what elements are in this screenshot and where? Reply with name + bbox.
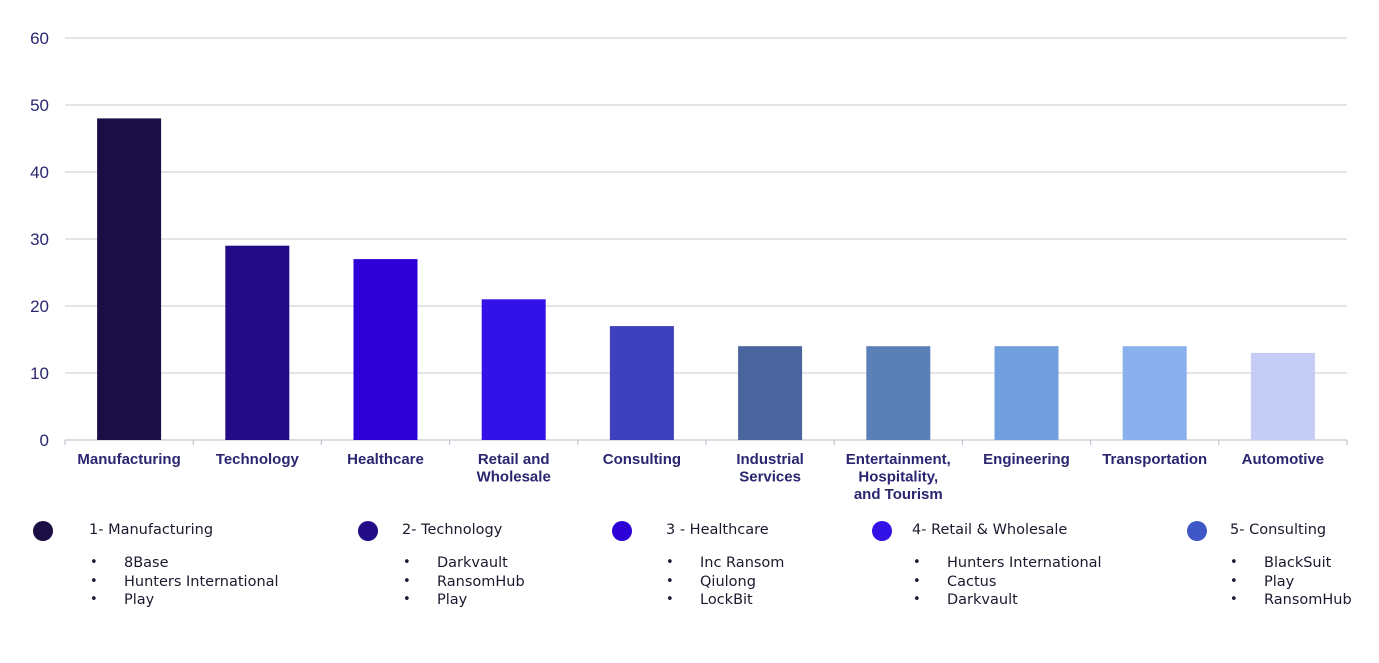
x-tick-label: Automotive bbox=[1242, 451, 1325, 468]
legend-group-2: 2- Technology Darkvault RansomHub Play bbox=[358, 518, 525, 609]
legend: 1- Manufacturing 8Base Hunters Internati… bbox=[0, 518, 1379, 638]
bar bbox=[609, 326, 674, 440]
bar bbox=[225, 245, 290, 440]
bar bbox=[866, 346, 931, 440]
bar-chart: 0 10 20 30 40 50 60 Manufacturing Technology Heal… bbox=[30, 29, 1348, 503]
legend-title: 3 - Healthcare bbox=[666, 522, 769, 538]
legend-title: 4- Retail & Wholesale bbox=[912, 522, 1068, 538]
legend-title: 2- Technology bbox=[402, 522, 503, 538]
legend-title: 1- Manufacturing bbox=[89, 522, 214, 538]
x-tick-label: Retail and Wholesale bbox=[477, 451, 551, 486]
legend-list: 8Base Hunters International Play bbox=[90, 554, 279, 610]
bar bbox=[1250, 352, 1315, 440]
y-tick-label: 40 bbox=[30, 163, 49, 182]
legend-item: RansomHub bbox=[403, 573, 525, 592]
y-tick-label: 50 bbox=[30, 96, 49, 115]
legend-list: Inc Ransom Qiulong LockBit bbox=[666, 554, 784, 610]
legend-item: Darkvault bbox=[913, 591, 1102, 610]
legend-item: Play bbox=[90, 591, 279, 610]
legend-dot-icon bbox=[872, 521, 892, 541]
x-tick-label: Healthcare bbox=[347, 451, 424, 468]
bar bbox=[481, 299, 546, 440]
legend-item: Hunters International bbox=[90, 573, 279, 592]
bar bbox=[353, 259, 418, 440]
legend-item: Play bbox=[403, 591, 525, 610]
legend-item: RansomHub bbox=[1230, 591, 1352, 610]
legend-title: 5- Consulting bbox=[1230, 522, 1327, 538]
bar bbox=[1122, 346, 1187, 440]
legend-item: 8Base bbox=[90, 554, 279, 573]
legend-item: BlackSuit bbox=[1230, 554, 1352, 573]
legend-item: Cactus bbox=[913, 573, 1102, 592]
legend-item: Qiulong bbox=[666, 573, 784, 592]
legend-list: Darkvault RansomHub Play bbox=[403, 554, 525, 610]
x-tick-label: Consulting bbox=[603, 451, 681, 468]
legend-item: Play bbox=[1230, 573, 1352, 592]
legend-item: Darkvault bbox=[403, 554, 525, 573]
legend-group-1: 1- Manufacturing 8Base Hunters Internati… bbox=[33, 518, 279, 609]
legend-group-5: 5- Consulting BlackSuit Play RansomHub bbox=[1187, 518, 1352, 609]
legend-item: Hunters International bbox=[913, 554, 1102, 573]
legend-dot-icon bbox=[612, 521, 632, 541]
y-tick-label: 10 bbox=[30, 364, 49, 383]
legend-dot-icon bbox=[1187, 521, 1207, 541]
y-tick-label: 30 bbox=[30, 230, 49, 249]
legend-list: Hunters International Cactus Darkvault bbox=[913, 554, 1102, 610]
y-tick-label: 20 bbox=[30, 297, 49, 316]
bar bbox=[738, 346, 803, 440]
x-tick-label: Transportation bbox=[1102, 451, 1207, 468]
x-tick-label: Engineering bbox=[983, 451, 1070, 468]
legend-list: BlackSuit Play RansomHub bbox=[1230, 554, 1352, 610]
x-tick-label: Manufacturing bbox=[77, 451, 180, 468]
x-tick-label: Entertainment, Hospitality, and Tourism bbox=[846, 451, 951, 503]
bar bbox=[994, 346, 1059, 440]
y-tick-label: 60 bbox=[30, 29, 49, 48]
bar bbox=[97, 118, 162, 441]
x-tick-label: Industrial Services bbox=[736, 451, 804, 486]
legend-dot-icon bbox=[358, 521, 378, 541]
legend-group-4: 4- Retail & Wholesale Hunters Internatio… bbox=[872, 518, 1102, 609]
legend-dot-icon bbox=[33, 521, 53, 541]
x-tick-label: Technology bbox=[216, 451, 300, 468]
legend-item: LockBit bbox=[666, 591, 784, 610]
legend-item: Inc Ransom bbox=[666, 554, 784, 573]
legend-group-3: 3 - Healthcare Inc Ransom Qiulong LockBi… bbox=[612, 518, 784, 609]
y-tick-label: 0 bbox=[40, 431, 49, 450]
